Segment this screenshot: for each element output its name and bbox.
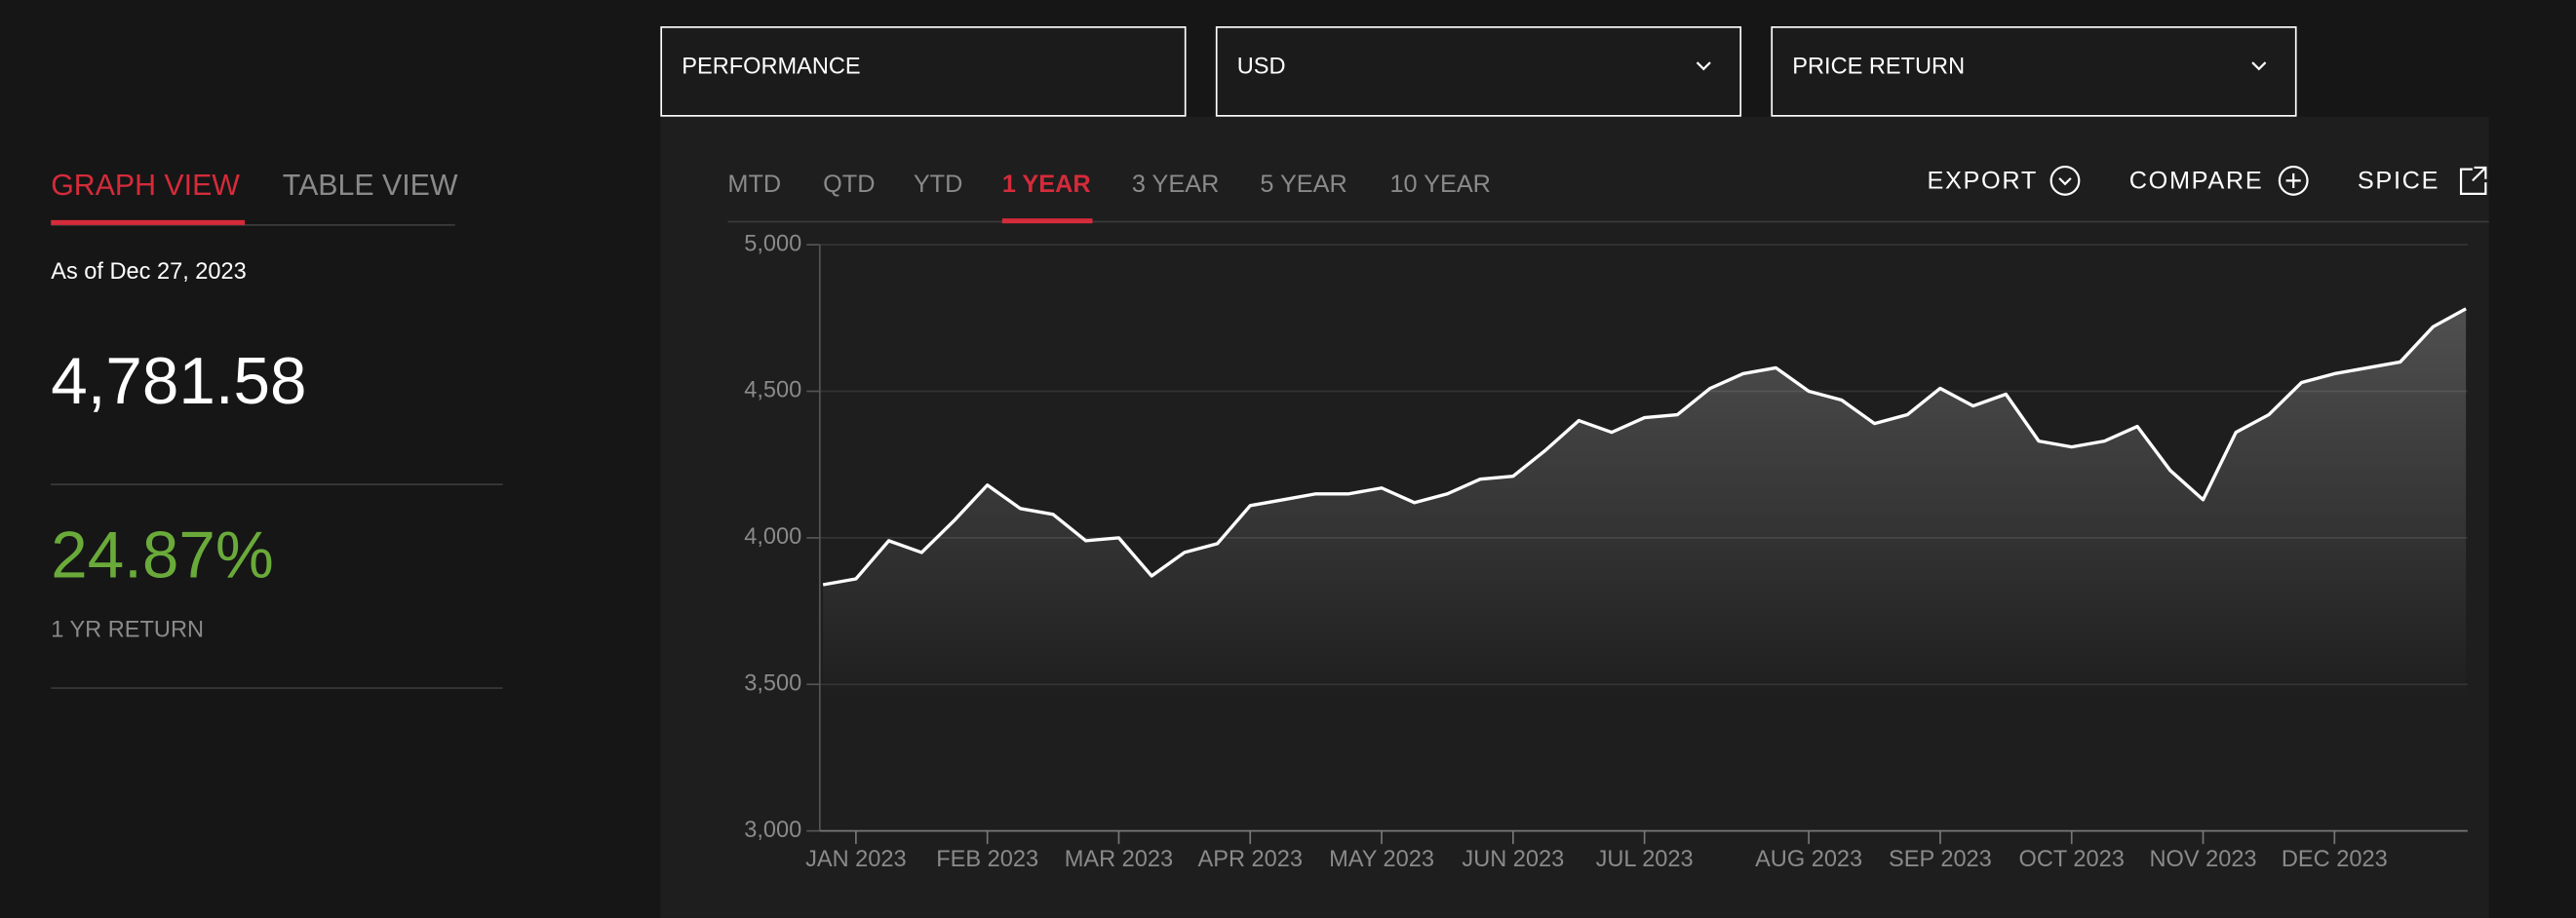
period-tab[interactable]: 10 YEAR [1389, 171, 1490, 198]
y-tick-label: 3,000 [744, 817, 801, 842]
plot: 3,000 3,500 4,000 4,500 5,000 JAN 2023 FEB 202… [744, 230, 2468, 871]
period-tab[interactable]: 3 YEAR [1132, 171, 1219, 198]
y-tick-label: 4,500 [744, 377, 801, 402]
x-tick-label: MAY 2023 [1329, 846, 1434, 871]
x-tick-label: APR 2023 [1198, 846, 1303, 871]
y-tick-label: 4,000 [744, 523, 801, 549]
tab-indicator [1001, 218, 1093, 224]
period-tab[interactable]: YTD [914, 171, 963, 198]
external-icon[interactable] [2459, 166, 2487, 195]
compare-icon[interactable] [2285, 172, 2301, 188]
view-tab[interactable]: GRAPH VIEW [51, 170, 240, 202]
x-tick-label: JAN 2023 [805, 846, 907, 871]
period-tab[interactable]: QTD [823, 171, 875, 198]
dropdown-label[interactable]: PERFORMANCE [682, 53, 860, 78]
tab-indicator [51, 219, 246, 225]
dropdown-box[interactable] [1771, 26, 2297, 117]
dropdown[interactable]: PERFORMANCE [660, 26, 1187, 117]
x-tick-label: DEC 2023 [2282, 846, 2388, 871]
export-icon[interactable] [2049, 165, 2081, 196]
y-tick-label: 3,500 [744, 669, 801, 695]
period-tab[interactable]: MTD [727, 171, 781, 198]
export-icon[interactable] [2058, 177, 2072, 186]
dropdown-label[interactable]: PRICE RETURN [1792, 53, 1965, 78]
spice-link[interactable]: SPICE [2358, 168, 2439, 195]
period-tab[interactable]: 5 YEAR [1260, 171, 1347, 198]
return-value: 24.87% [51, 518, 274, 592]
area [823, 308, 2467, 831]
as-of-date: As of Dec 27, 2023 [51, 258, 247, 284]
dropdown-label[interactable]: USD [1237, 53, 1286, 78]
x-tick-label: AUG 2023 [1755, 846, 1862, 871]
export-button[interactable]: EXPORT [1927, 168, 2038, 195]
dropdown-box[interactable] [1215, 26, 1742, 117]
x-tick-label: JUL 2023 [1596, 846, 1694, 871]
chevron[interactable] [1696, 61, 1711, 71]
line [822, 307, 2467, 587]
return-label: 1 YR RETURN [51, 616, 204, 641]
period-tab[interactable]: 1 YEAR [1002, 171, 1091, 198]
dropdown-box[interactable] [660, 26, 1187, 117]
dropdown[interactable]: USD [1215, 26, 1742, 117]
chevron[interactable] [2251, 61, 2267, 71]
compare-icon[interactable] [2278, 165, 2309, 196]
x-tick-label: NOV 2023 [2149, 846, 2256, 871]
x-tick-label: SEP 2023 [1889, 846, 1992, 871]
dropdown[interactable]: PRICE RETURN [1771, 26, 2297, 117]
x-tick-label: FEB 2023 [936, 846, 1038, 871]
x-tick-label: OCT 2023 [2019, 846, 2125, 871]
x-tick-label: JUN 2023 [1462, 846, 1564, 871]
compare-button[interactable]: COMPARE [2129, 168, 2264, 195]
view-tab[interactable]: TABLE VIEW [283, 170, 458, 202]
index-level: 4,781.58 [51, 345, 306, 418]
y-tick-label: 5,000 [744, 230, 801, 255]
x-tick-label: MAR 2023 [1065, 846, 1173, 871]
